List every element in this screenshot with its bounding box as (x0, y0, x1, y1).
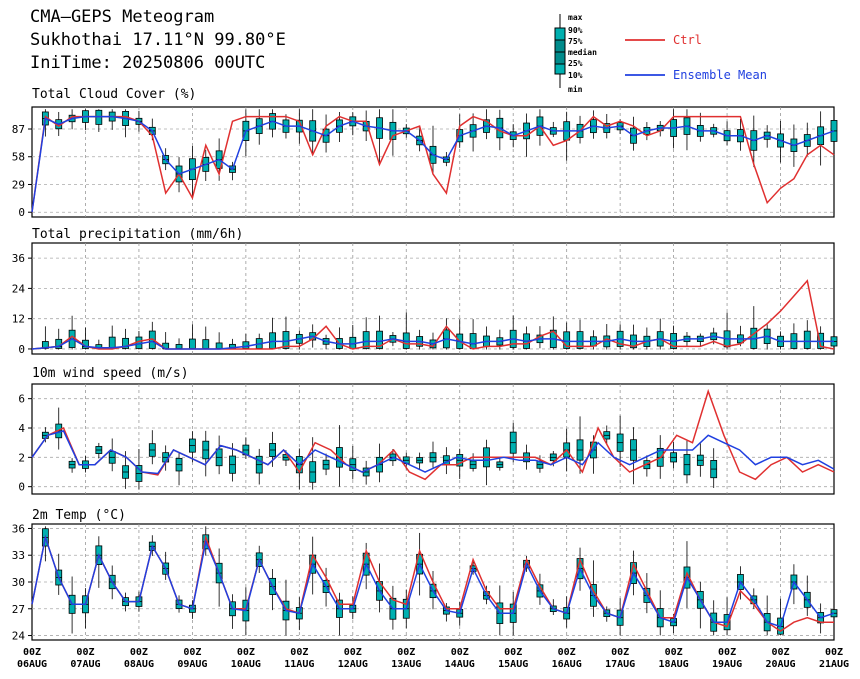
box (803, 330, 811, 349)
panel-title: Total precipitation (mm/6h) (32, 227, 243, 242)
y-tick-label: 0 (18, 343, 25, 356)
chart-title: CMA—GEPS Meteogram (30, 7, 215, 27)
title-block: CMA—GEPS Meteogram Sukhothai 17.11°N 99.… (30, 6, 286, 75)
x-date-label: 18AUG (659, 659, 689, 670)
x-date-label: 07AUG (70, 659, 100, 670)
legend-box-label: 10% (568, 71, 583, 80)
box (576, 331, 584, 349)
x-date-label: 19AUG (712, 659, 742, 670)
location-label: Sukhothai 17.11°N 99.80°E (30, 30, 286, 50)
legend: max 90% 75%median 25% 10% min Ctrl Ensemble Mea… (554, 13, 767, 94)
x-hour-label: 00Z (504, 647, 522, 658)
x-date-label: 11AUG (284, 659, 314, 670)
y-tick-label: 27 (12, 603, 25, 616)
x-hour-label: 00Z (344, 647, 362, 658)
panels: Total Cloud Cover (%) 0 29 58 87 Total precip… (12, 87, 838, 643)
init-time-label: IniTime: 20250806 00UTC (30, 53, 266, 73)
x-date-label: 09AUG (177, 659, 207, 670)
panel-title: 2m Temp (°C) (32, 508, 126, 523)
x-hour-label: 00Z (772, 647, 790, 658)
x-date-label: 14AUG (445, 659, 475, 670)
panel-frame (31, 106, 835, 218)
x-date-label: 15AUG (498, 659, 528, 670)
legend-box-label: min (568, 84, 583, 94)
y-tick-label: 87 (12, 123, 25, 136)
panel-frame (31, 383, 835, 495)
y-tick-label: 33 (12, 549, 25, 562)
box (469, 333, 477, 349)
y-tick-label: 58 (12, 151, 25, 164)
y-tick-label: 36 (12, 252, 25, 265)
x-date-label: 10AUG (231, 659, 261, 670)
x-hour-label: 00Z (76, 647, 94, 658)
panel-1: Total precipitation (mm/6h) 0 12 24 36 (12, 227, 838, 356)
box (202, 339, 210, 349)
y-tick-label: 36 (12, 522, 25, 535)
x-hour-label: 00Z (718, 647, 736, 658)
x-hour-label: 00Z (611, 647, 629, 658)
box (175, 344, 183, 349)
y-tick-label: 24 (12, 630, 26, 643)
legend-box-label: 75% (568, 37, 583, 46)
box (95, 109, 103, 125)
x-hour-label: 00Z (558, 647, 576, 658)
x-hour-label: 00Z (825, 647, 843, 658)
panel-frame (31, 242, 835, 355)
box (215, 342, 223, 349)
y-tick-label: 2 (18, 451, 25, 464)
x-date-label: 21AUG (819, 659, 849, 670)
y-tick-label: 24 (12, 282, 26, 295)
x-axis: 00Z06AUG00Z07AUG00Z08AUG00Z09AUG00Z10AUG… (17, 647, 849, 670)
x-date-label: 13AUG (391, 659, 421, 670)
x-date-label: 16AUG (552, 659, 582, 670)
panel-0: Total Cloud Cover (%) 0 29 58 87 (12, 87, 838, 219)
panel-2: 10m wind speed (m/s) 0 2 4 6 (18, 366, 835, 495)
legend-box-label: max (568, 13, 583, 22)
x-hour-label: 00Z (451, 647, 469, 658)
x-date-label: 12AUG (338, 659, 368, 670)
legend-box-label: median (568, 47, 597, 57)
panel-3: 2m Temp (°C) 24 27 30 33 36 (12, 508, 838, 643)
panel-title: 10m wind speed (m/s) (32, 366, 189, 381)
box (188, 338, 196, 349)
x-hour-label: 00Z (23, 647, 41, 658)
y-tick-label: 6 (18, 393, 25, 406)
mean-line (31, 430, 835, 475)
x-date-label: 20AUG (765, 659, 795, 670)
x-hour-label: 00Z (665, 647, 683, 658)
box (122, 337, 129, 349)
x-hour-label: 00Z (237, 647, 255, 658)
y-tick-label: 4 (18, 422, 25, 435)
x-hour-label: 00Z (130, 647, 148, 658)
x-hour-label: 00Z (290, 647, 308, 658)
mean-line (31, 335, 834, 350)
y-tick-label: 29 (12, 178, 25, 191)
y-tick-label: 30 (12, 576, 25, 589)
x-date-label: 17AUG (605, 659, 635, 670)
x-hour-label: 00Z (183, 647, 201, 658)
y-tick-label: 0 (18, 481, 25, 494)
box (362, 331, 370, 349)
mean-line (31, 534, 835, 628)
x-date-label: 08AUG (124, 659, 154, 670)
panel-title: Total Cloud Cover (%) (32, 87, 196, 102)
box (242, 341, 250, 349)
box (376, 330, 383, 349)
legend-box-label: 90% (568, 26, 583, 35)
box (269, 332, 277, 349)
legend-box-label: 25% (568, 59, 583, 68)
y-tick-label: 12 (12, 313, 25, 326)
mean-line (31, 115, 835, 213)
ctrl-line (31, 115, 835, 213)
legend-ctrl-label: Ctrl (673, 33, 702, 47)
x-hour-label: 00Z (397, 647, 415, 658)
y-tick-label: 0 (18, 206, 25, 219)
legend-mean-label: Ensemble Mean (673, 68, 767, 82)
box (282, 331, 290, 349)
x-date-label: 06AUG (17, 659, 47, 670)
